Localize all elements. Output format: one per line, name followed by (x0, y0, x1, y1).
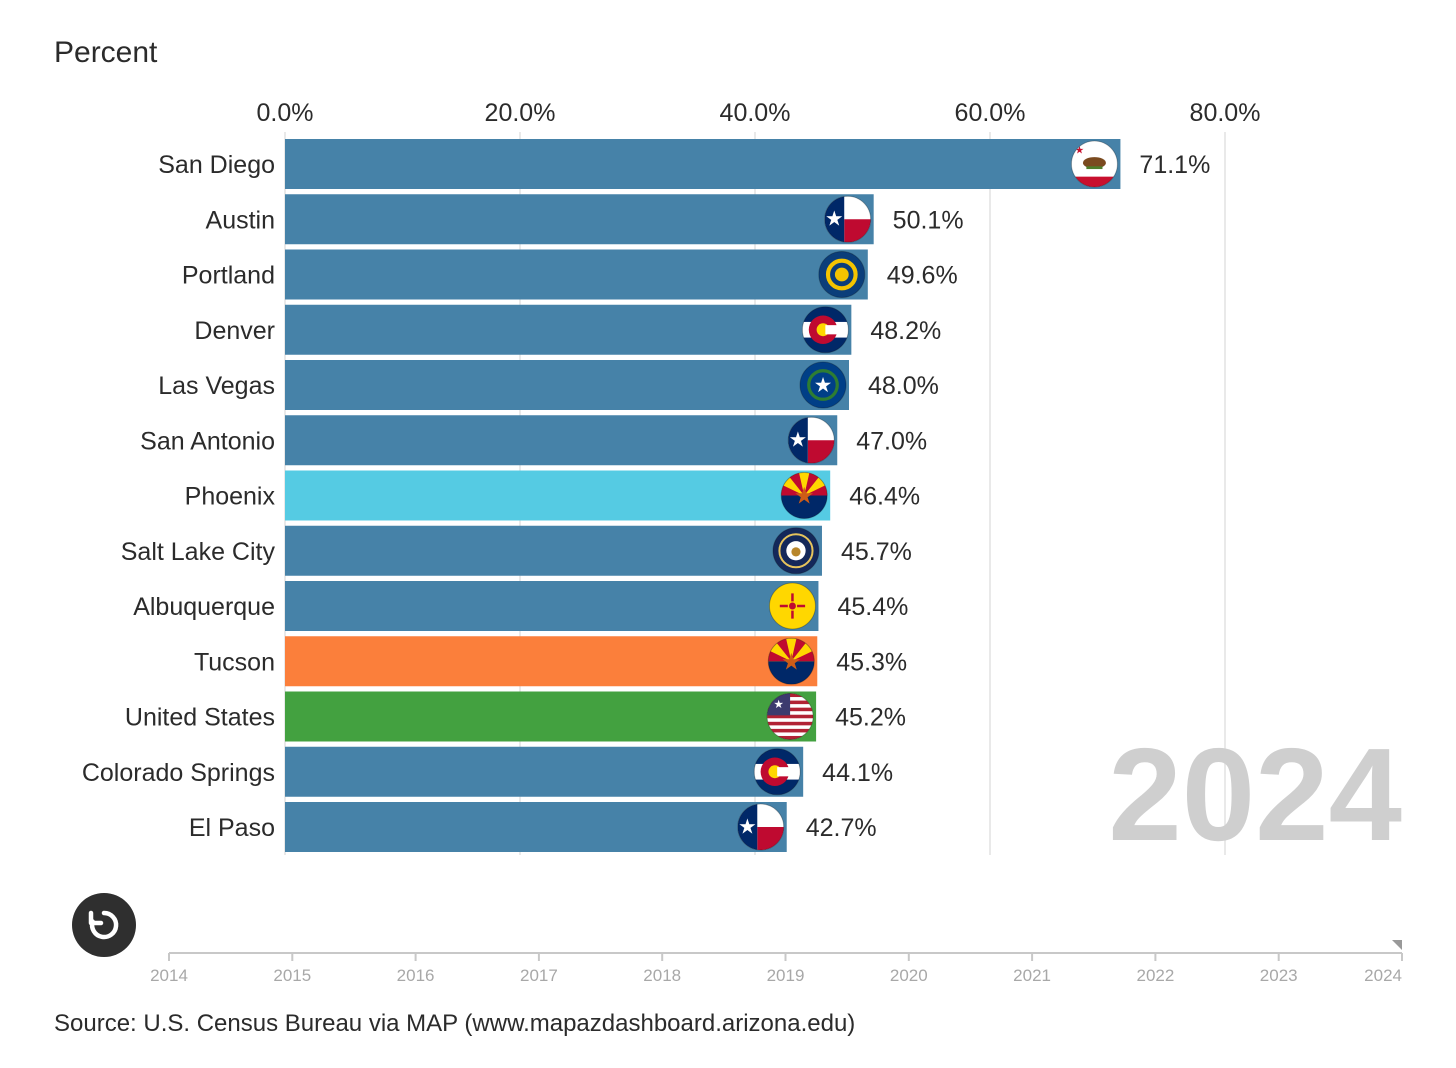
timeline-handle[interactable] (1392, 940, 1402, 950)
timeline-year-label[interactable]: 2016 (397, 966, 435, 985)
value-label: 45.2% (835, 704, 906, 732)
colorado-flag-icon (801, 306, 849, 354)
x-tick-label: 40.0% (720, 99, 791, 127)
category-label: United States (125, 704, 275, 732)
svg-text:★: ★ (794, 483, 815, 509)
california-flag-icon: ★ (1070, 140, 1118, 188)
svg-text:★: ★ (773, 699, 783, 711)
oregon-flag-icon (818, 251, 866, 298)
utah-flag-icon (772, 527, 820, 575)
category-label: Las Vegas (158, 372, 275, 400)
svg-text:★: ★ (825, 208, 844, 231)
bar (285, 691, 817, 742)
value-label: 45.3% (836, 648, 907, 676)
y-axis-title: Percent (54, 36, 158, 69)
x-tick-label: 0.0% (257, 99, 314, 127)
category-label: San Diego (158, 151, 275, 179)
svg-text:★: ★ (781, 648, 802, 674)
x-tick-label: 20.0% (485, 99, 556, 127)
timeline-year-label[interactable]: 2020 (890, 966, 928, 985)
bar (285, 139, 1121, 189)
category-label: Portland (182, 262, 275, 290)
new-mexico-flag-icon (768, 582, 816, 630)
category-label: Colorado Springs (82, 759, 275, 787)
svg-text:★: ★ (789, 429, 808, 452)
timeline-year-label[interactable]: 2018 (643, 966, 681, 985)
bar (285, 415, 838, 466)
colorado-flag-icon (753, 748, 801, 796)
bar (285, 194, 874, 245)
value-label: 49.6% (887, 262, 958, 290)
timeline-year-label[interactable]: 2017 (520, 966, 558, 985)
timeline-year-label[interactable]: 2019 (767, 966, 805, 985)
value-label: 44.1% (822, 759, 893, 787)
svg-text:★: ★ (738, 815, 757, 838)
arizona-flag-icon: ★ (767, 637, 815, 685)
category-label: Albuquerque (133, 593, 275, 621)
category-label: San Antonio (140, 427, 275, 455)
replay-button[interactable] (72, 893, 136, 957)
source-note: Source: U.S. Census Bureau via MAP (www.… (54, 1010, 856, 1037)
value-label: 50.1% (893, 206, 964, 234)
timeline-year-label[interactable]: 2014 (150, 966, 188, 985)
category-label: El Paso (189, 814, 275, 842)
value-label: 46.4% (849, 483, 920, 511)
year-watermark: 2024 (1108, 721, 1402, 868)
category-label: Tucson (194, 648, 275, 676)
x-tick-label: 60.0% (955, 99, 1026, 127)
value-label: 45.4% (837, 593, 908, 621)
value-label: 47.0% (856, 427, 927, 455)
timeline-year-label[interactable]: 2021 (1013, 966, 1051, 985)
x-tick-label: 80.0% (1190, 99, 1261, 127)
category-label: Phoenix (185, 483, 276, 511)
timeline-year-label[interactable]: 2015 (273, 966, 311, 985)
replay-icon (88, 910, 119, 940)
svg-text:★: ★ (814, 374, 833, 397)
bar (285, 636, 818, 687)
value-label: 48.2% (870, 317, 941, 345)
texas-flag-icon: ★ (737, 803, 785, 851)
nevada-flag-icon: ★ (799, 361, 847, 409)
value-label: 71.1% (1139, 151, 1210, 179)
bar (285, 470, 831, 521)
texas-flag-icon: ★ (787, 416, 835, 464)
value-label: 48.0% (868, 372, 939, 400)
texas-flag-icon: ★ (824, 195, 872, 243)
bar (285, 581, 819, 631)
timeline-year-label[interactable]: 2023 (1260, 966, 1298, 985)
bar (285, 746, 804, 797)
value-label: 45.7% (841, 538, 912, 566)
category-label: Denver (194, 317, 275, 345)
bar (285, 525, 822, 576)
bar (285, 360, 849, 410)
bar (285, 249, 868, 300)
timeline-year-label[interactable]: 2022 (1136, 966, 1174, 985)
value-label: 42.7% (806, 814, 877, 842)
svg-text:★: ★ (1075, 146, 1084, 157)
timeline-year-label[interactable]: 2024 (1364, 966, 1402, 985)
bar (285, 802, 787, 852)
bar (285, 304, 852, 355)
category-label: Austin (206, 206, 275, 234)
arizona-flag-icon: ★ (780, 472, 828, 519)
usa-flag-icon: ★ (766, 693, 814, 740)
category-label: Salt Lake City (121, 538, 276, 566)
